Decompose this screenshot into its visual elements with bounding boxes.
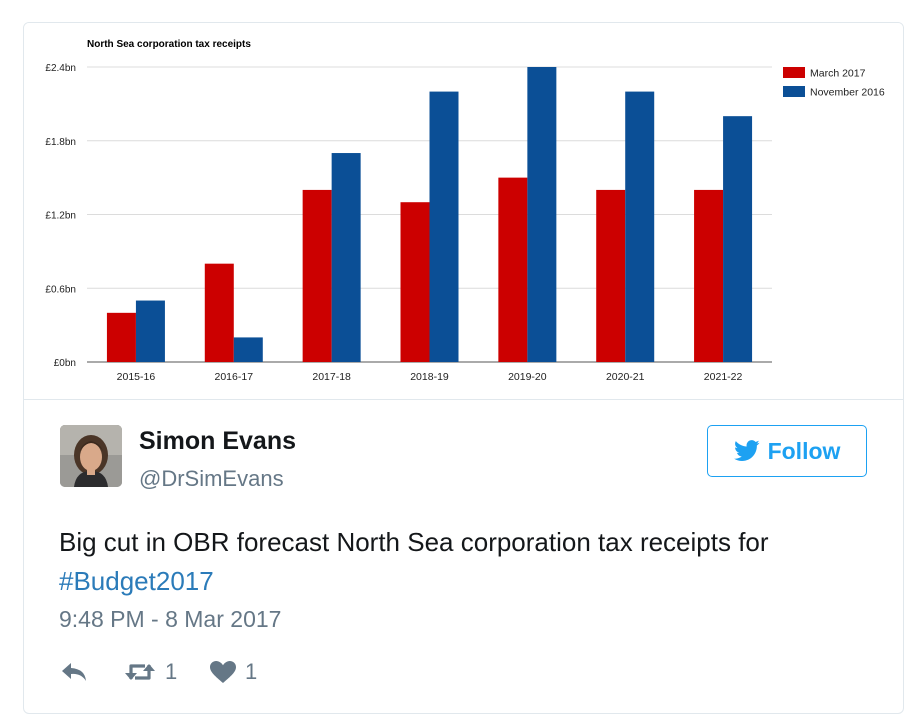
legend-swatch — [783, 86, 805, 97]
chart-title: North Sea corporation tax receipts — [87, 39, 251, 50]
like-count: 1 — [245, 659, 258, 684]
bar-november-2016 — [233, 337, 263, 362]
bar-march-2017 — [596, 189, 626, 362]
legend-swatch — [783, 67, 805, 78]
author-name[interactable]: Simon Evans — [139, 427, 296, 455]
y-tick-label: £1.2bn — [45, 211, 76, 222]
retweet-count: 1 — [165, 659, 178, 684]
bar-march-2017 — [106, 312, 136, 362]
y-tick-label: £1.8bn — [45, 137, 76, 148]
x-tick-label: 2018-19 — [410, 371, 449, 383]
legend-label: March 2017 — [810, 68, 866, 80]
bar-november-2016 — [723, 116, 753, 363]
heart-icon — [210, 661, 236, 683]
bar-november-2016 — [331, 153, 361, 362]
bar-march-2017 — [302, 189, 332, 362]
hashtag-link[interactable]: #Budget2017 — [59, 566, 214, 596]
author-handle[interactable]: @DrSimEvans — [139, 466, 284, 491]
bar-november-2016 — [625, 91, 655, 362]
tweet-timestamp[interactable]: 9:48 PM - 8 Mar 2017 — [59, 606, 282, 632]
tweet-text: Big cut in OBR forecast North Sea corpor… — [59, 523, 879, 601]
bar-march-2017 — [694, 189, 724, 362]
bar-march-2017 — [400, 202, 430, 362]
x-tick-label: 2016-17 — [215, 371, 254, 383]
reply-button[interactable] — [59, 661, 123, 683]
follow-label: Follow — [767, 437, 841, 464]
avatar-photo — [60, 425, 122, 487]
tweet-body: Big cut in OBR forecast North Sea corpor… — [59, 527, 769, 557]
media-divider — [24, 399, 903, 400]
reply-icon — [62, 663, 86, 681]
tweet-actions: 1 1 — [59, 655, 257, 689]
y-tick-label: £2.4bn — [45, 63, 76, 74]
twitter-bird-icon — [733, 440, 760, 461]
like-button[interactable]: 1 — [209, 659, 257, 685]
bar-november-2016 — [527, 67, 557, 362]
bar-march-2017 — [204, 263, 234, 362]
retweet-button[interactable]: 1 — [123, 659, 209, 685]
bar-chart: North Sea corporation tax receipts £0bn £0… — [45, 39, 885, 383]
avatar[interactable] — [60, 425, 122, 487]
bar-march-2017 — [498, 177, 528, 362]
x-tick-label: 2015-16 — [117, 371, 156, 383]
follow-button[interactable]: Follow — [707, 425, 867, 477]
bar-november-2016 — [429, 91, 459, 362]
retweet-icon — [125, 664, 155, 680]
bar-november-2016 — [135, 300, 165, 362]
y-tick-label: £0.6bn — [45, 284, 76, 295]
tweet-media-chart[interactable]: North Sea corporation tax receipts £0bn £0… — [24, 23, 903, 399]
x-tick-label: 2020-21 — [606, 371, 645, 383]
legend-label: November 2016 — [810, 87, 885, 99]
tweet-card: North Sea corporation tax receipts £0bn £0… — [23, 22, 904, 714]
x-tick-label: 2017-18 — [312, 371, 351, 383]
x-tick-label: 2019-20 — [508, 371, 547, 383]
y-tick-label: £0bn — [54, 358, 76, 369]
x-tick-label: 2021-22 — [704, 371, 743, 383]
